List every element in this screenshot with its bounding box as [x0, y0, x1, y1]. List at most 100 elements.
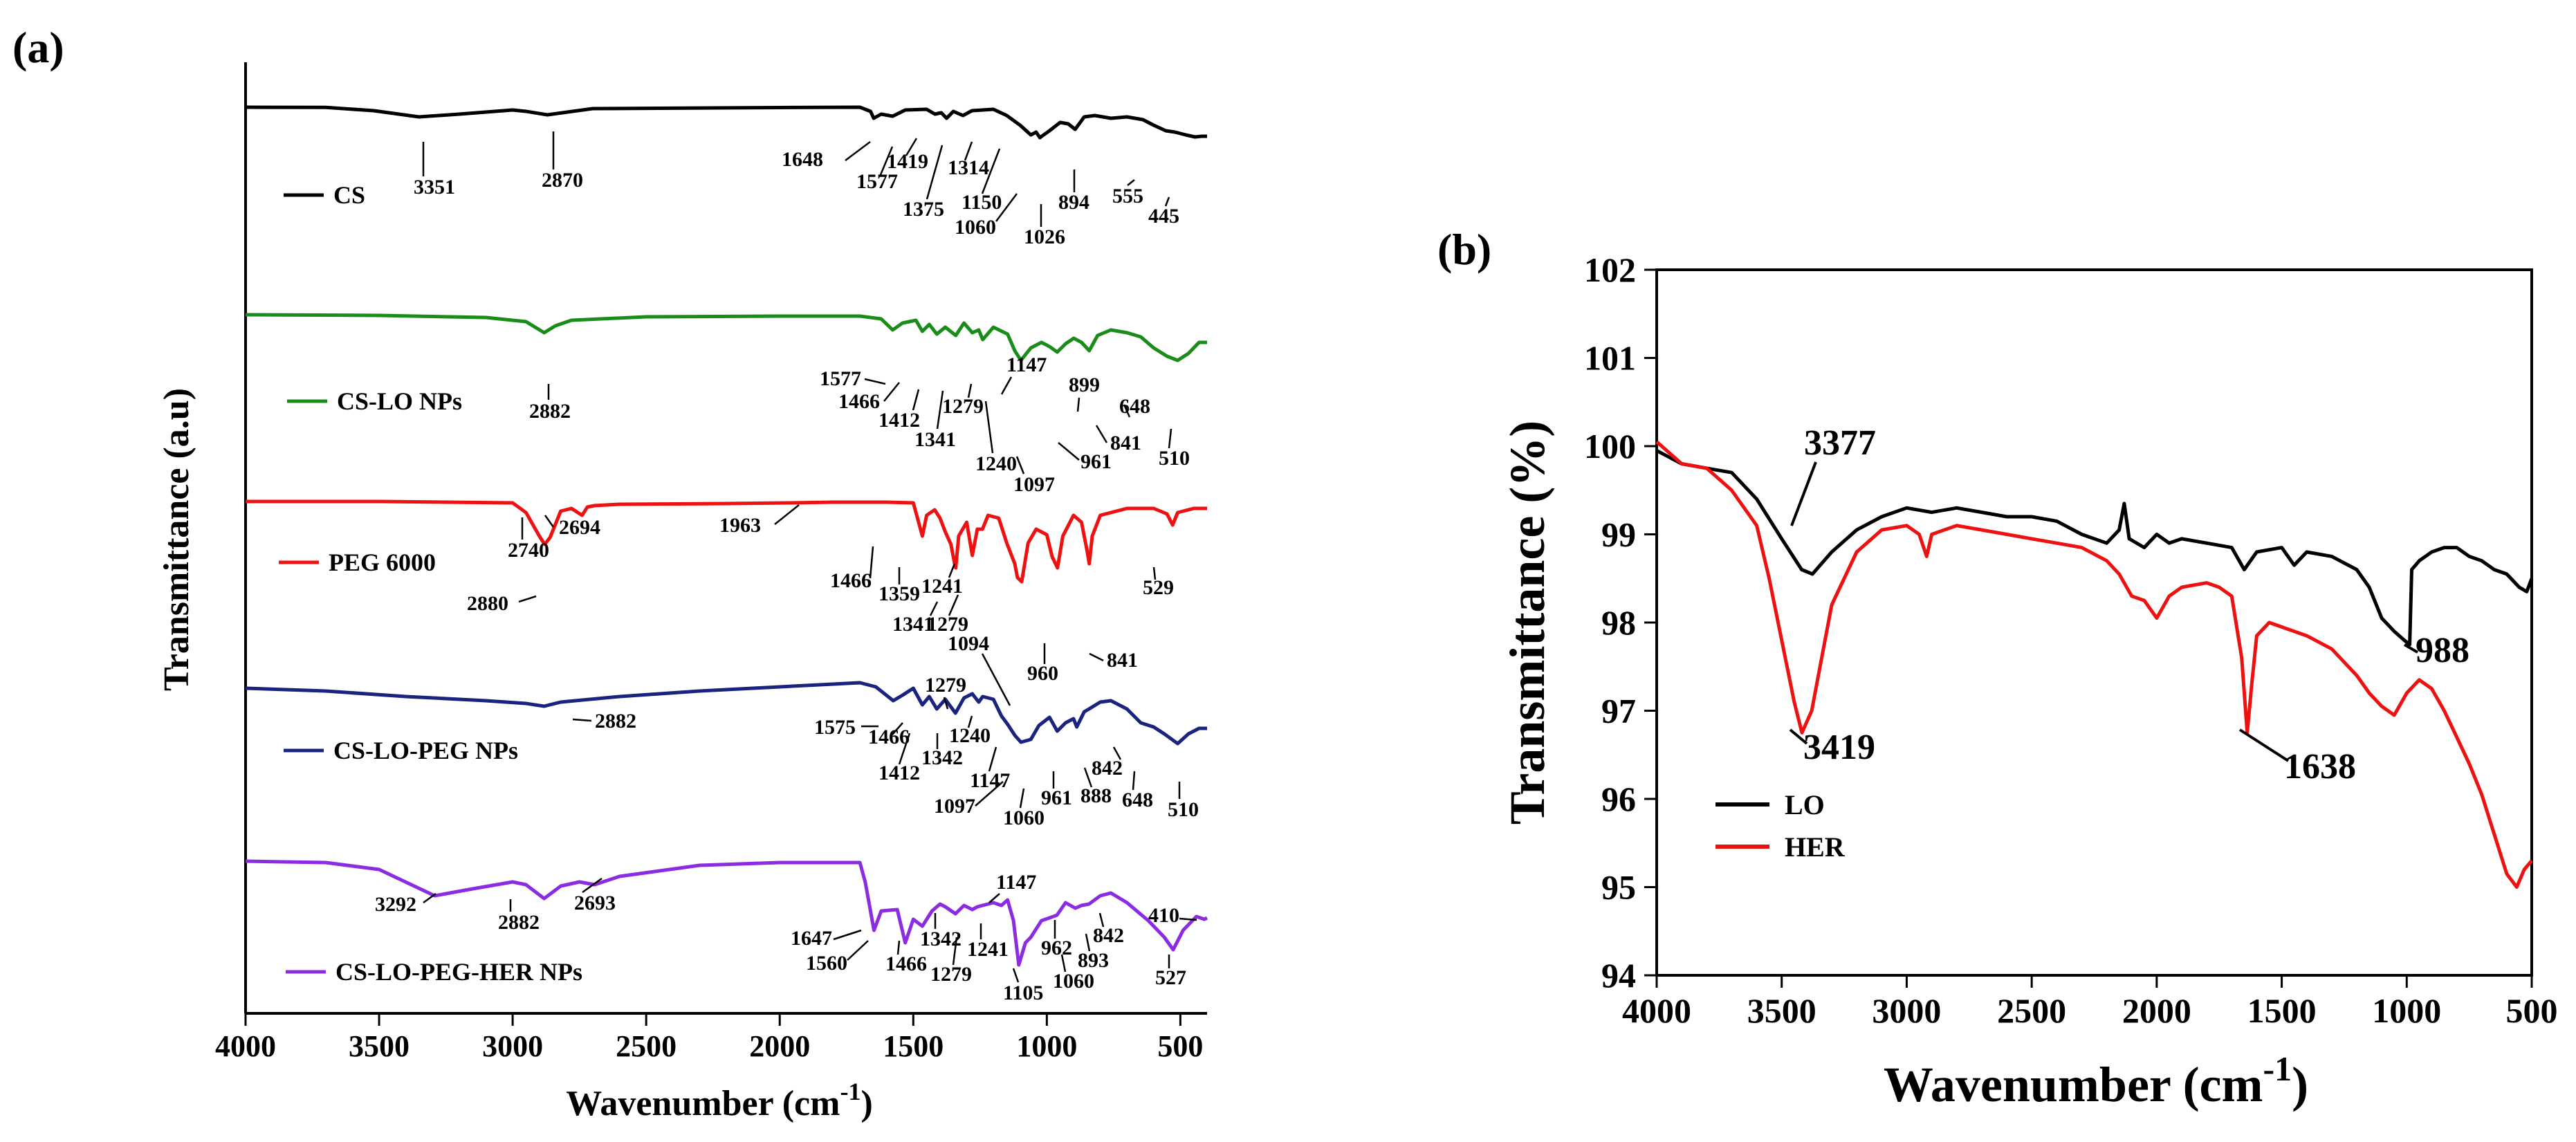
panel-b-y-axis-title: Transmittance (%)	[1500, 421, 1555, 825]
ann-cslo-2882: 2882	[529, 400, 571, 423]
leader-line	[967, 383, 973, 398]
legend-label-peg: PEG 6000	[329, 549, 436, 576]
panel-b-label: (b)	[1437, 225, 1491, 274]
ann-her-1279: 1279	[930, 963, 972, 986]
x-tick-label: 2000	[2122, 991, 2191, 1030]
leader-line	[1790, 461, 1817, 526]
leader-line	[1089, 652, 1104, 662]
ann-cslopeg-1240: 1240	[949, 724, 991, 747]
panel-b-y-tick-labels: 94 95 96 97 98 99 100 101 102	[1584, 250, 1636, 995]
ann-cslo-1279: 1279	[942, 395, 984, 418]
ann-cslopeg-1060: 1060	[1003, 807, 1045, 829]
y-tick-label: 98	[1601, 603, 1636, 642]
panel-b-x-ticks	[1655, 975, 2533, 988]
ann-her-1060: 1060	[1053, 970, 1094, 993]
ann-cslo-1147: 1147	[1006, 353, 1047, 376]
leader-line	[864, 378, 886, 385]
ann-cslo-841: 841	[1110, 432, 1141, 454]
leader-line	[544, 515, 555, 528]
ann-cslopeg-1466: 1466	[868, 726, 910, 748]
legend-label-cs-lo: CS-LO NPs	[337, 387, 462, 415]
leader-line	[2403, 643, 2419, 654]
x-tick-label: 2500	[1997, 991, 2066, 1030]
leader-line	[1132, 771, 1136, 791]
y-tick-label: 95	[1601, 868, 1636, 907]
leader-line	[1060, 954, 1067, 973]
leader-line	[943, 697, 949, 710]
leader-line	[1012, 968, 1020, 983]
panel-a-legend: CS CS-LO NPs PEG 6000 CS-LO-PEG NPs CS-L…	[279, 181, 582, 986]
x-tick-label: 3500	[1747, 991, 1816, 1030]
ann-peg-2740: 2740	[508, 539, 549, 562]
leader-line	[929, 601, 939, 616]
leader-line	[1789, 728, 1808, 745]
ann-cslopeg-842: 842	[1092, 757, 1123, 780]
ann-cs-1060: 1060	[955, 216, 996, 239]
leader-line	[883, 382, 900, 402]
ann-peg-1241: 1241	[921, 575, 963, 598]
x-tick-label: 4000	[215, 1029, 276, 1063]
y-tick-label: 99	[1601, 515, 1636, 554]
y-tick-label: 101	[1584, 339, 1636, 378]
leader-line	[572, 718, 592, 722]
x-tick-label: 2500	[616, 1029, 677, 1063]
panel-a-series	[245, 105, 1208, 967]
ann-peg-1094: 1094	[948, 632, 989, 655]
ann-peg-1963: 1963	[719, 514, 761, 537]
ann-her-1105: 1105	[1003, 982, 1043, 1004]
ann-cs-894: 894	[1058, 191, 1089, 214]
leader-line	[2238, 728, 2290, 762]
leader-line	[1127, 179, 1135, 186]
series-line-lo	[1655, 449, 2534, 647]
leader-line	[878, 146, 894, 177]
panel-b-x-tick-labels: 4000 3500 3000 2500 2000 1500 1000 500	[1622, 991, 2558, 1030]
panel-a-leader-lines	[422, 131, 1197, 983]
ann-peg-1341: 1341	[892, 613, 934, 636]
leader-line	[1015, 456, 1025, 475]
ann-cslopeg-2882: 2882	[595, 710, 636, 733]
ann-lo-988: 988	[2416, 631, 2469, 670]
y-tick-label: 97	[1601, 692, 1636, 730]
ann-cslo-1341: 1341	[914, 428, 956, 451]
ann-her-1342: 1342	[920, 928, 962, 950]
ann-cslo-1577: 1577	[820, 367, 861, 390]
leader-line	[975, 781, 1004, 807]
ann-peg-529: 529	[1143, 576, 1174, 599]
ann-cslo-1412: 1412	[878, 409, 920, 432]
leader-line	[847, 940, 869, 961]
ann-peg-841: 841	[1107, 649, 1138, 672]
legend-label-cs-lo-peg: CS-LO-PEG NPs	[333, 737, 518, 764]
leader-line	[898, 733, 911, 765]
ann-her-962: 962	[1041, 937, 1072, 959]
y-tick-label: 102	[1584, 250, 1636, 289]
ann-cslopeg-888: 888	[1080, 784, 1112, 807]
leader-line	[952, 937, 958, 966]
leader-line	[948, 563, 956, 578]
panel-a-y-axis-title: Transmittance (a.u)	[157, 388, 196, 691]
ann-cslo-961: 961	[1080, 450, 1112, 473]
ann-cslo-1240: 1240	[975, 452, 1017, 475]
ann-her-1147: 1147	[996, 871, 1036, 894]
ann-cslopeg-510: 510	[1168, 798, 1199, 821]
ann-her-3419: 3419	[1803, 728, 1875, 767]
legend-label-her: HER	[1785, 831, 1846, 863]
ann-her-527: 527	[1155, 966, 1186, 989]
x-tick-label: 2000	[749, 1029, 810, 1063]
legend-label-lo: LO	[1785, 789, 1825, 820]
y-tick-label: 100	[1584, 427, 1636, 466]
ann-cslo-899: 899	[1069, 374, 1100, 396]
panel-b-series	[1655, 440, 2534, 889]
panel-a-x-axis-title: Wavenumber (cm-1)	[566, 1078, 873, 1123]
series-line-peg-6000	[246, 499, 1207, 584]
series-line-cs-lo-peg-her-nps	[245, 859, 1208, 967]
leader-line	[774, 504, 800, 525]
ann-cslopeg-1412: 1412	[878, 762, 920, 784]
leader-line	[964, 141, 973, 161]
ann-her-1560: 1560	[806, 952, 847, 975]
y-tick-label: 96	[1601, 780, 1636, 818]
leader-line	[582, 877, 602, 894]
leader-line	[1019, 788, 1025, 809]
x-tick-label: 1500	[2247, 991, 2317, 1030]
x-tick-label: 1000	[1016, 1029, 1077, 1063]
ann-her-410: 410	[1148, 904, 1179, 927]
